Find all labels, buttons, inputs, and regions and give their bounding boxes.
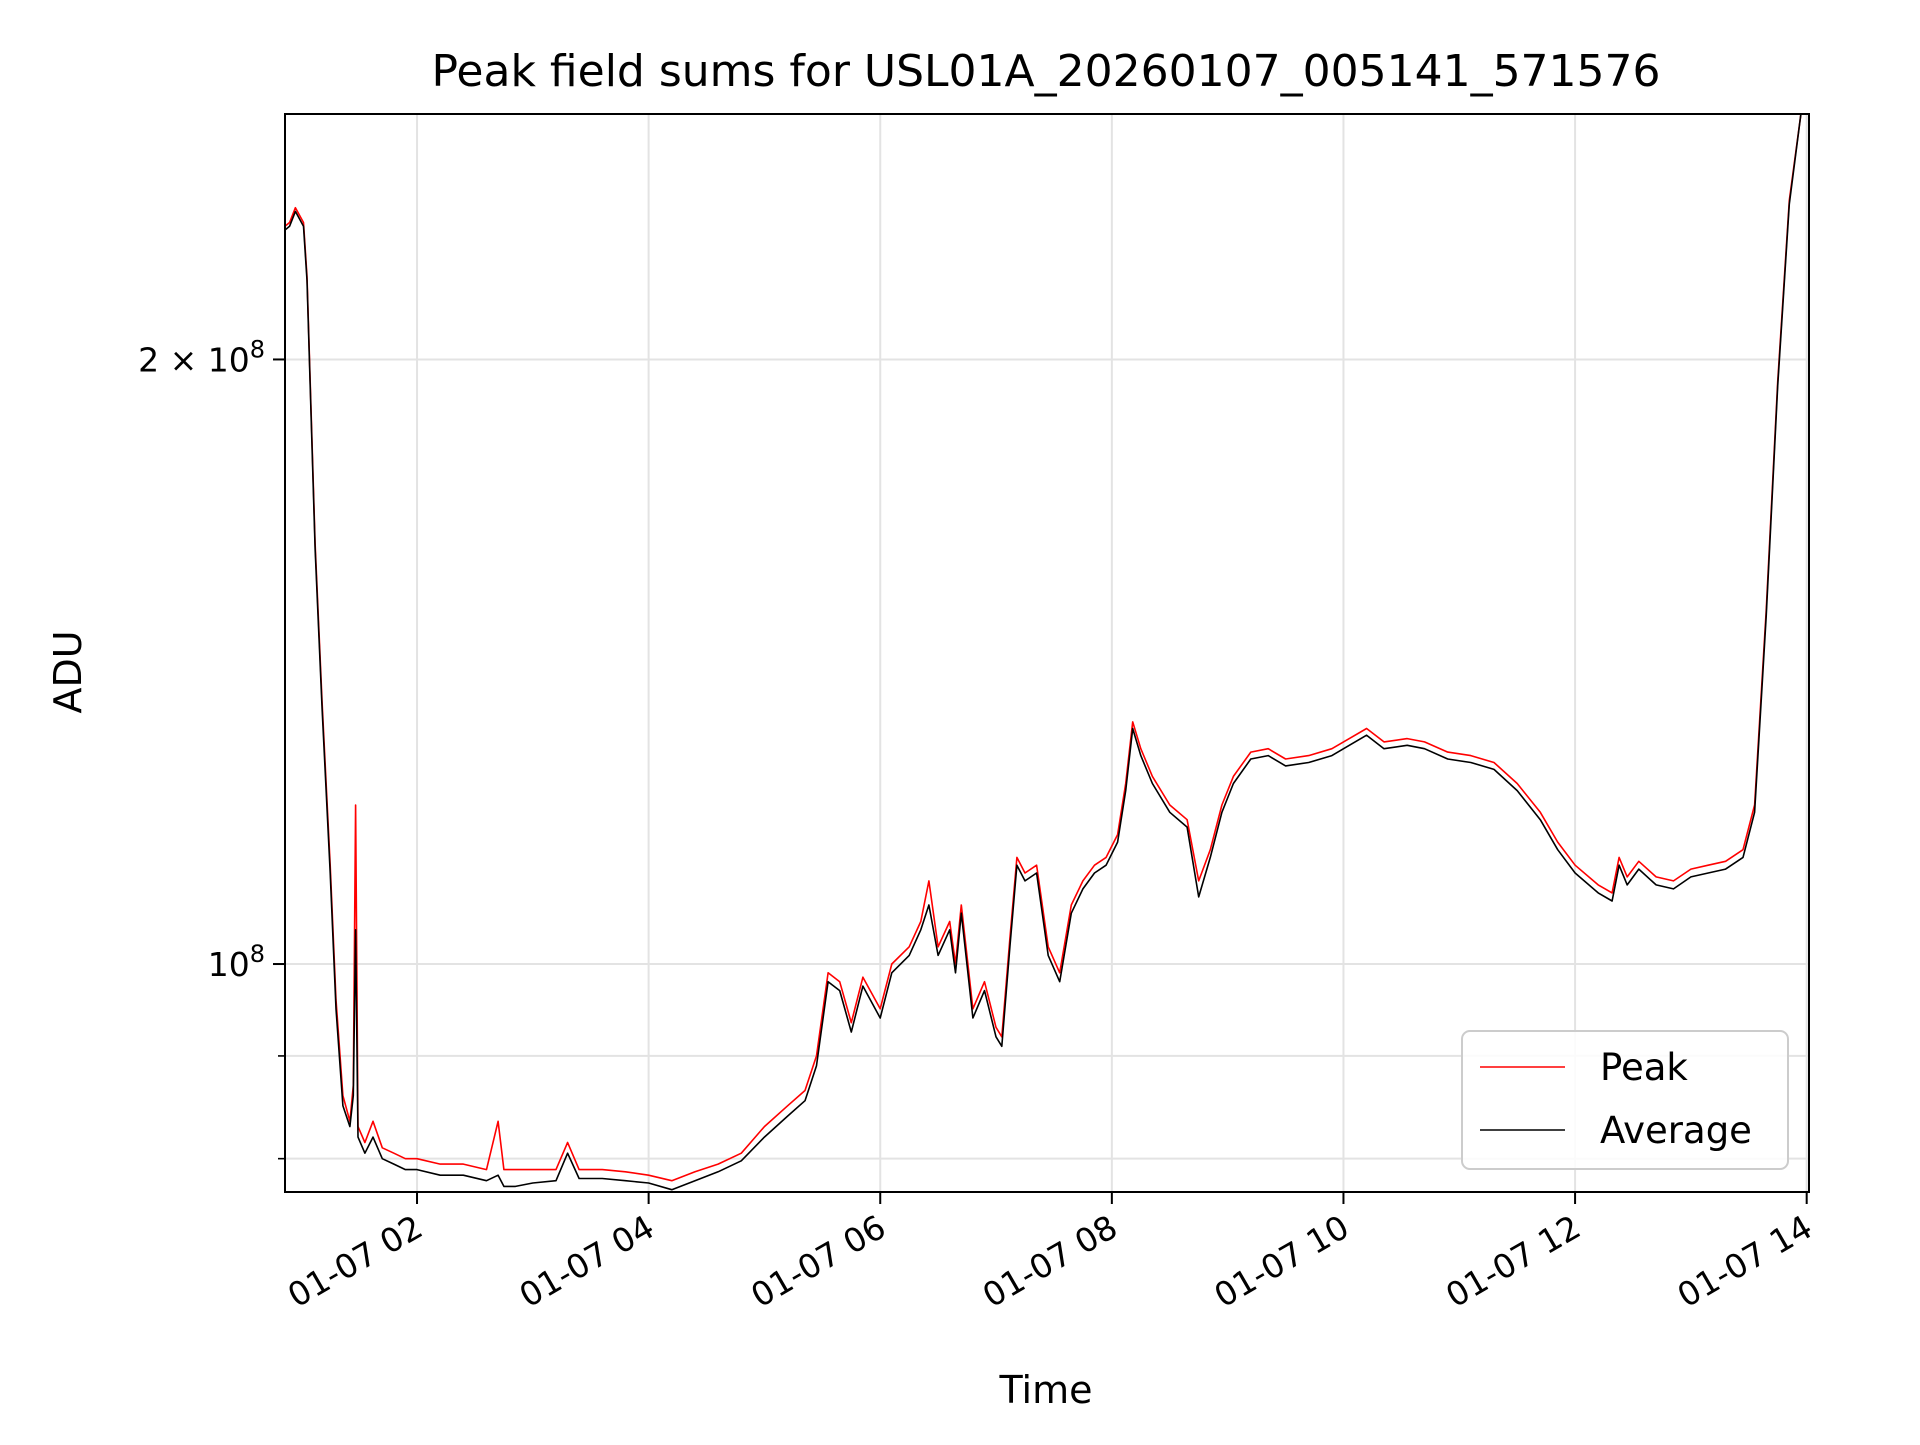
series-line-peak — [285, 114, 1802, 1182]
series-layer — [285, 114, 1802, 1191]
x-axis-label: Time — [999, 1368, 1093, 1412]
legend-label-average: Average — [1600, 1109, 1752, 1152]
y-axis-label: ADU — [46, 630, 90, 713]
y-tick-label: 2 × 108 — [138, 335, 265, 379]
legend: Peak Average — [1461, 1030, 1789, 1170]
chart-title: Peak field sums for USL01A_20260107_0051… — [431, 46, 1660, 97]
legend-box — [1461, 1030, 1789, 1170]
legend-label-peak: Peak — [1600, 1046, 1688, 1089]
series-line-average — [285, 114, 1802, 1191]
y-tick-label: 108 — [208, 940, 265, 984]
plot-frame — [284, 113, 1810, 1193]
